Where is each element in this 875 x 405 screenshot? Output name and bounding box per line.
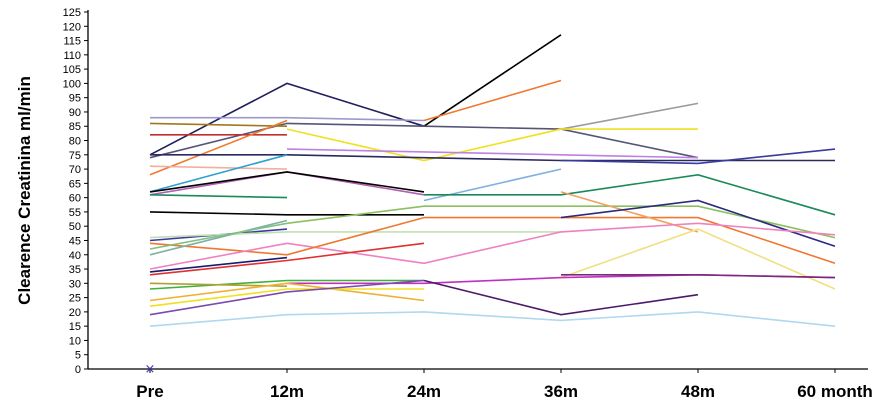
y-tick-label: 45 xyxy=(69,235,81,247)
series-line-43 xyxy=(423,279,699,316)
series-layer xyxy=(149,34,836,327)
series-line-28 xyxy=(149,231,561,239)
y-tick-label: 0 xyxy=(75,364,81,376)
series-line-32 xyxy=(149,242,425,276)
series-line-6 xyxy=(560,102,699,130)
series-line-19 xyxy=(423,168,562,202)
series-line-23 xyxy=(424,216,836,265)
y-tick-label: 85 xyxy=(69,121,81,133)
series-line-14 xyxy=(149,165,288,170)
y-tick-label: 95 xyxy=(69,93,81,105)
series-line-22 xyxy=(286,205,836,239)
series-line-12 xyxy=(560,148,836,165)
y-tick-label: 105 xyxy=(63,64,81,76)
series-line-41 xyxy=(149,288,424,307)
y-tick-label: 5 xyxy=(75,350,81,362)
series-line-13 xyxy=(286,148,699,159)
series-line-29 xyxy=(149,222,836,270)
series-line-38 xyxy=(149,279,424,290)
series-line-4 xyxy=(150,116,425,122)
x-tick-label: 24m xyxy=(407,382,441,401)
y-tick-label: 55 xyxy=(69,207,81,219)
y-tick-label: 20 xyxy=(69,307,81,319)
data-point-marker: × xyxy=(145,362,156,377)
y-tick-label: 70 xyxy=(69,164,81,176)
series-line-18 xyxy=(149,194,288,199)
series-line-9 xyxy=(286,128,698,162)
y-tick-label: 110 xyxy=(63,50,81,62)
series-line-24 xyxy=(560,191,699,233)
y-tick-label: 40 xyxy=(69,250,81,262)
series-line-1 xyxy=(149,82,425,156)
y-tick-label: 65 xyxy=(69,178,81,190)
y-tick-label: 90 xyxy=(69,107,81,119)
y-tick-label: 15 xyxy=(69,321,81,333)
series-line-44 xyxy=(149,311,836,327)
series-line-15 xyxy=(149,154,288,193)
y-tick-label: 25 xyxy=(69,293,81,305)
series-line-33 xyxy=(286,216,425,256)
x-tick-label: Pre xyxy=(136,382,163,401)
series-line-2 xyxy=(423,34,562,127)
x-axis: Pre 12m 24m 36m 48m 60 month xyxy=(88,368,873,401)
y-tick-label: 30 xyxy=(69,278,81,290)
x-tick-label: 60 month xyxy=(797,382,873,401)
series-line-31 xyxy=(149,222,288,250)
y-tick-label: 120 xyxy=(63,21,81,33)
y-tick-label: 115 xyxy=(63,36,81,48)
series-line-30 xyxy=(149,219,288,256)
series-line-34 xyxy=(149,256,288,273)
y-tick-label: 125 xyxy=(63,7,81,19)
series-line-20 xyxy=(424,173,836,216)
y-tick-label: 35 xyxy=(69,264,81,276)
y-tick-label: 80 xyxy=(69,136,81,148)
series-line-42 xyxy=(149,279,425,316)
x-tick-label: 36m xyxy=(544,382,578,401)
x-tick-label: 12m xyxy=(270,382,304,401)
series-line-21 xyxy=(149,211,424,216)
y-tick-label: 60 xyxy=(69,193,81,205)
series-line-17 xyxy=(149,171,425,193)
series-line-37 xyxy=(561,274,836,279)
y-axis: 0 5 10 15 20 25 30 35 40 45 50 55 60 65 70 75 80 85 90 95 10… xyxy=(63,7,89,376)
y-axis-title: Clearence Creatinina ml/min xyxy=(15,76,34,305)
series-line-35 xyxy=(560,228,836,290)
marker-layer: × xyxy=(145,362,156,377)
y-tick-label: 50 xyxy=(69,221,81,233)
y-tick-label: 10 xyxy=(69,335,81,347)
series-line-10 xyxy=(149,119,288,176)
x-tick-label: 48m xyxy=(681,382,715,401)
series-line-3 xyxy=(423,79,562,122)
series-line-40 xyxy=(149,282,425,302)
series-line-7 xyxy=(149,122,288,127)
y-tick-label: 100 xyxy=(63,78,81,90)
series-line-16 xyxy=(149,171,425,196)
y-tick-label: 75 xyxy=(69,150,81,162)
